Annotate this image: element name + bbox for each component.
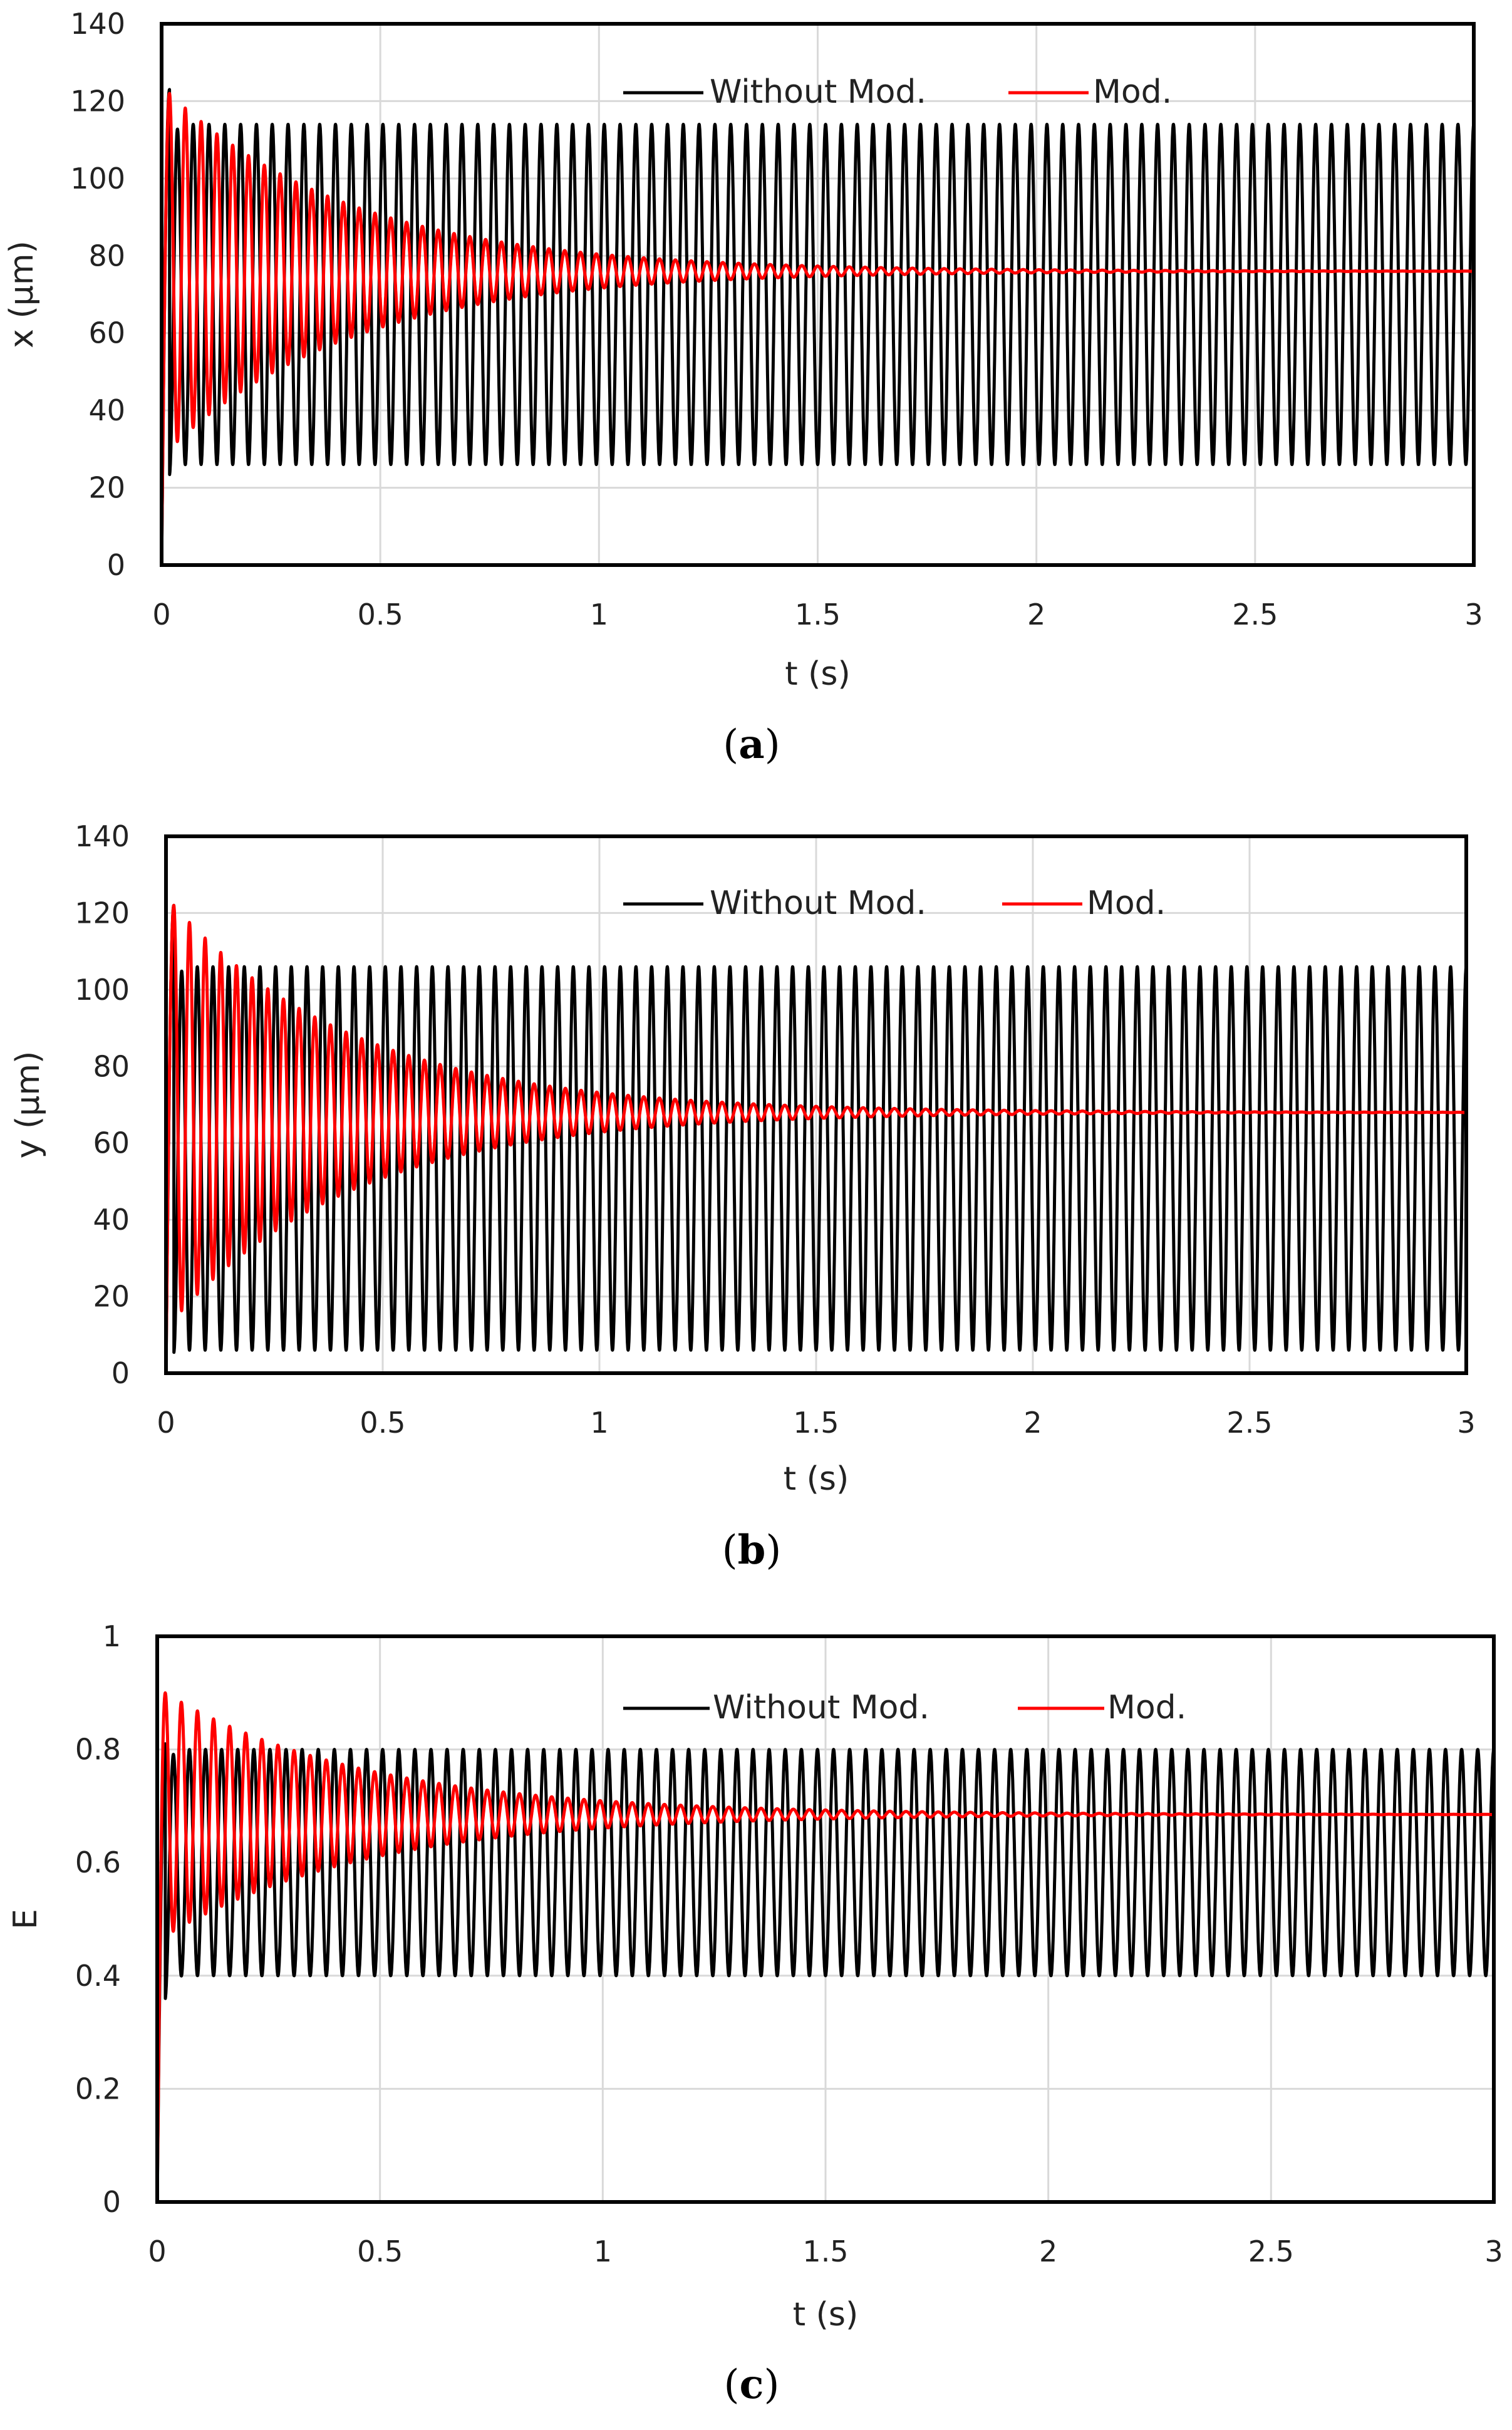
y-tick-label: 100 <box>75 973 130 1007</box>
panel-caption: (a) <box>723 721 780 768</box>
legend-label-without-mod: Without Mod. <box>710 73 926 111</box>
y-tick-label: 0.2 <box>75 2072 121 2105</box>
y-tick-label: 0 <box>103 2185 121 2219</box>
chart-a: 0 20 40 60 80 100 120 140 0 0.5 1 1.5 2 2.5 3 t (s) x (μ… <box>3 7 1483 768</box>
series-without-mod <box>160 88 1476 566</box>
y-tick-label: 80 <box>88 239 125 273</box>
chart-b: 0 20 40 60 80 100 120 140 0 0.5 1 1.5 2 2.5 3 t (s) y (μ… <box>9 819 1476 1574</box>
plot-frame <box>155 1634 1496 2204</box>
legend-label-without-mod: Without Mod. <box>710 885 926 922</box>
chart-c: 0 0.2 0.4 0.6 0.8 1 0 0.5 1 1.5 2 2.5 3 t (s) E Without… <box>7 1619 1503 2408</box>
plot-frame <box>164 834 1468 1375</box>
y-tick-label: 80 <box>93 1049 130 1083</box>
x-tick-label: 1 <box>590 1406 608 1440</box>
legend-label-without-mod: Without Mod. <box>713 1689 929 1726</box>
series-mod <box>155 1691 1496 2203</box>
y-tick-label: 0 <box>111 1356 130 1390</box>
y-tick-label: 100 <box>70 162 125 195</box>
y-tick-label: 60 <box>88 316 125 350</box>
y-tick-label: 0.8 <box>75 1733 121 1767</box>
y-tick-label: 140 <box>75 819 130 853</box>
series-mod <box>160 91 1476 566</box>
y-tick-label: 60 <box>93 1126 130 1160</box>
y-tick-label: 20 <box>93 1280 130 1314</box>
panel-caption: (b) <box>722 1527 782 1574</box>
x-tick-label: 2.5 <box>1248 2235 1294 2268</box>
x-tick-label: 2 <box>1023 1406 1042 1440</box>
legend-label-mod: Mod. <box>1107 1689 1186 1726</box>
y-tick-label: 20 <box>88 471 125 505</box>
x-axis-label: t (s) <box>793 2296 859 2334</box>
series-without-mod <box>155 1742 1496 2203</box>
x-tick-label: 3 <box>1484 2235 1503 2268</box>
y-tick-label: 40 <box>88 393 125 427</box>
y-axis-label: E <box>7 1909 44 1929</box>
x-tick-label: 2.5 <box>1232 598 1278 631</box>
panel-caption: (c) <box>724 2361 780 2408</box>
x-tick-label: 1.5 <box>793 1406 839 1440</box>
x-axis-label: t (s) <box>785 655 851 693</box>
y-tick-label: 140 <box>70 7 125 41</box>
x-axis-label: t (s) <box>784 1460 849 1498</box>
x-tick-label: 1 <box>594 2235 612 2268</box>
y-axis-label: y (μm) <box>9 1051 47 1159</box>
y-axis-label: x (μm) <box>3 241 41 348</box>
x-tick-label: 1.5 <box>795 598 841 631</box>
y-tick-label: 40 <box>93 1203 130 1237</box>
y-tick-label: 1 <box>103 1619 121 1653</box>
x-tick-label: 2.5 <box>1226 1406 1272 1440</box>
x-tick-label: 3 <box>1464 598 1483 631</box>
y-tick-label: 0 <box>107 548 125 582</box>
y-tick-label: 0.6 <box>75 1846 121 1879</box>
y-tick-label: 0.4 <box>75 1959 121 1993</box>
x-tick-label: 0.5 <box>357 2235 403 2268</box>
x-tick-label: 0 <box>152 598 170 631</box>
y-tick-label: 120 <box>75 896 130 930</box>
legend-label-mod: Mod. <box>1087 885 1166 922</box>
x-tick-label: 1.5 <box>802 2235 848 2268</box>
x-tick-label: 2 <box>1027 598 1045 631</box>
series-mod <box>164 903 1468 1374</box>
x-tick-label: 0.5 <box>358 598 403 631</box>
x-tick-label: 1 <box>590 598 608 631</box>
x-tick-label: 2 <box>1039 2235 1057 2268</box>
legend-label-mod: Mod. <box>1093 73 1172 111</box>
plot-frame <box>160 22 1476 567</box>
x-tick-label: 0 <box>148 2235 166 2268</box>
x-tick-label: 3 <box>1457 1406 1475 1440</box>
x-tick-label: 0 <box>157 1406 175 1440</box>
x-tick-label: 0.5 <box>360 1406 405 1440</box>
series-without-mod <box>164 903 1468 1374</box>
y-tick-label: 120 <box>70 84 125 118</box>
